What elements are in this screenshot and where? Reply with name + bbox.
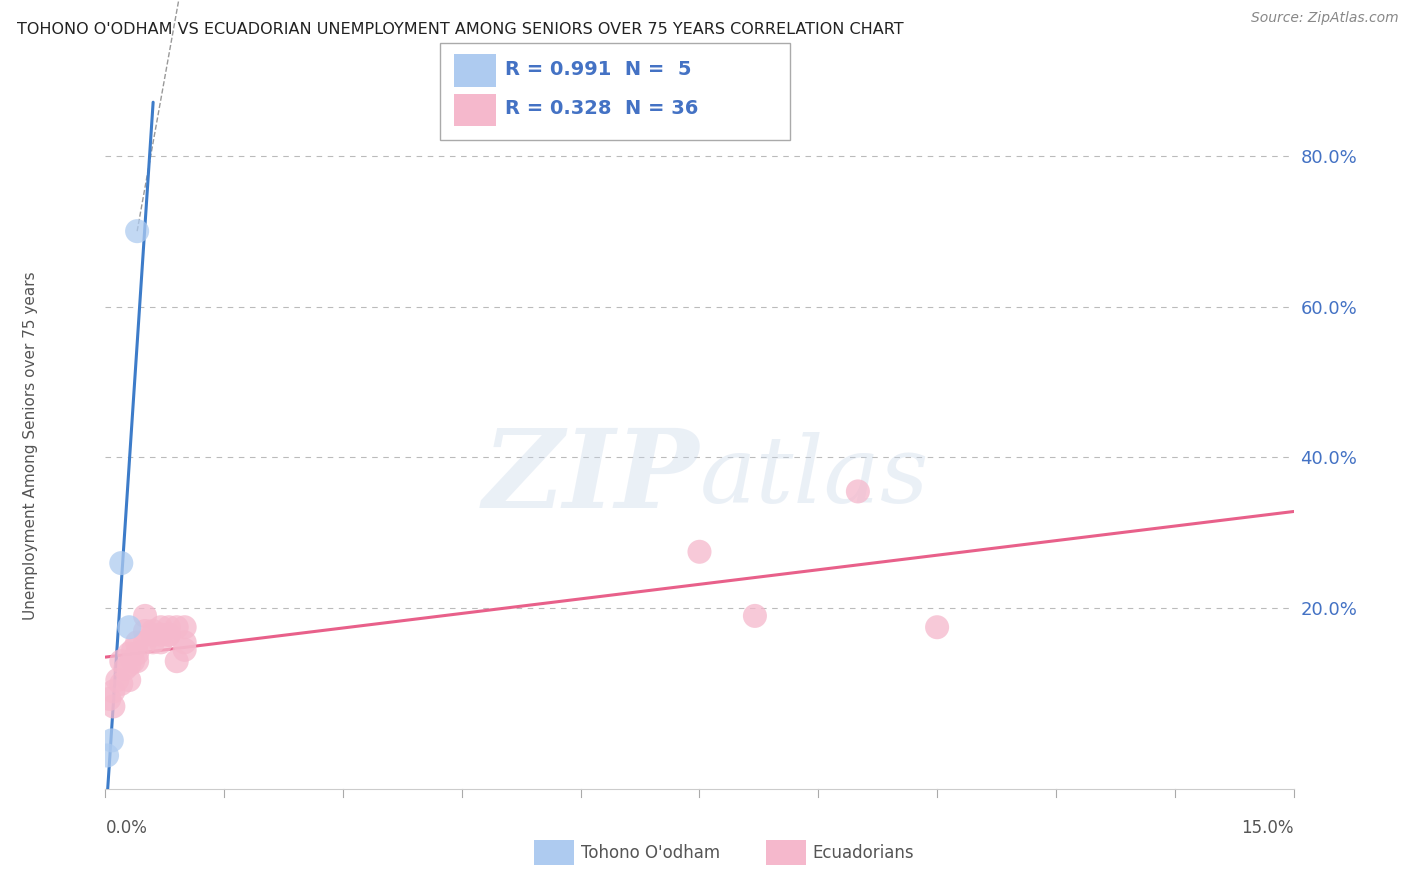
Point (149, 620, 172, 634)
Point (110, 654, 132, 668)
Point (157, 628, 180, 642)
Point (110, 677, 132, 691)
Point (96, 748, 118, 763)
Point (142, 635, 165, 649)
Point (142, 628, 165, 642)
Point (689, 545, 711, 559)
Text: Source: ZipAtlas.com: Source: ZipAtlas.com (1251, 11, 1399, 25)
Point (127, 635, 149, 649)
Point (118, 620, 141, 634)
Point (157, 620, 180, 634)
Point (134, 608, 156, 623)
Point (127, 647, 149, 661)
Point (101, 733, 124, 747)
Point (846, 484, 869, 499)
Point (103, 684, 125, 698)
Text: 15.0%: 15.0% (1241, 819, 1294, 837)
Point (142, 624, 165, 638)
Point (925, 620, 948, 634)
Point (118, 673, 141, 687)
Point (744, 608, 766, 623)
Point (98, 692, 121, 706)
Point (118, 657, 141, 672)
Text: TOHONO O'ODHAM VS ECUADORIAN UNEMPLOYMENT AMONG SENIORS OVER 75 YEARS CORRELATIO: TOHONO O'ODHAM VS ECUADORIAN UNEMPLOYMEN… (17, 22, 904, 37)
Text: 0.0%: 0.0% (105, 819, 148, 837)
Point (114, 662, 136, 676)
Point (127, 224, 149, 238)
Point (118, 647, 141, 661)
Point (110, 556, 132, 570)
Point (127, 654, 149, 668)
Point (134, 635, 156, 649)
Point (157, 628, 180, 642)
Point (173, 620, 195, 634)
Point (105, 673, 128, 687)
Point (166, 620, 188, 634)
Point (149, 628, 172, 642)
Point (103, 699, 125, 714)
Point (166, 654, 188, 668)
Point (173, 635, 195, 649)
Text: Tohono O'odham: Tohono O'odham (581, 844, 720, 862)
Point (122, 654, 145, 668)
Text: Unemployment Among Seniors over 75 years: Unemployment Among Seniors over 75 years (24, 272, 38, 620)
Text: ZIP: ZIP (482, 424, 700, 531)
Text: R = 0.328  N = 36: R = 0.328 N = 36 (505, 99, 699, 119)
Point (122, 643, 145, 657)
Text: R = 0.991  N =  5: R = 0.991 N = 5 (505, 60, 692, 79)
Text: Ecuadorians: Ecuadorians (813, 844, 914, 862)
Point (134, 624, 156, 638)
Point (173, 643, 195, 657)
Text: atlas: atlas (700, 433, 929, 523)
Point (149, 635, 172, 649)
